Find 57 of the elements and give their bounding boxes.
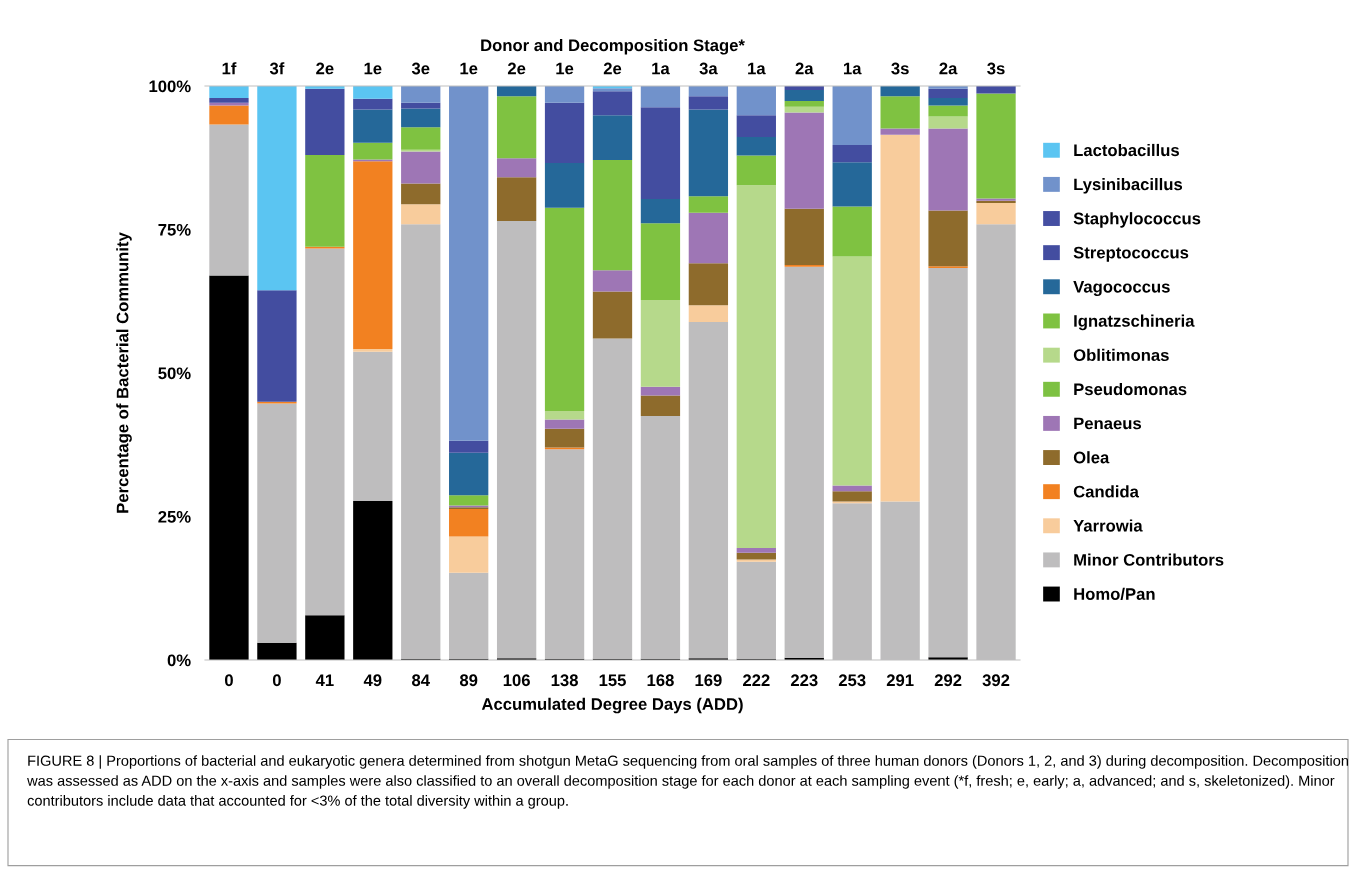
- x-tick-label: 291: [886, 674, 914, 687]
- legend-label: Penaeus: [1074, 417, 1142, 430]
- x-tick-label: 0: [225, 674, 233, 687]
- x-tick-label: 41: [315, 674, 334, 686]
- legend-label: Streptococcus: [1073, 246, 1189, 262]
- x-tick-label: 106: [503, 674, 530, 687]
- y-tick-label: 75%: [158, 223, 191, 236]
- legend-label: Oblitimonas: [1073, 348, 1169, 362]
- x-tick-label: 223: [790, 674, 818, 687]
- x-tick-label: 155: [599, 674, 626, 687]
- x-tick-label: 0: [272, 674, 281, 687]
- text: 3f: [269, 62, 285, 75]
- text: 1a: [843, 62, 862, 75]
- text: 2e: [316, 62, 334, 75]
- text: 1a: [652, 62, 670, 75]
- caption: FIGURE 8 | Proportions of bacterial and eukaryotic genera determined from shotgun MetaG sequencing from oral samples of three human donors (Donors 1, 2, and 3) during decomposition. Decomposition was assessed as ADD on the x-axis and samples were also classified to an overall decomposition stage for each donor at each sampling event (*f, fresh; e, early; a, advanced; and s, skeletonized). Minor contributors include data that accounted for <3% of the total diversity within a group.: [27, 755, 1348, 809]
- x2-axis-title: Donor and Decomposition Stage*: [481, 38, 745, 55]
- legend-label: Lysinibacillus: [1074, 178, 1183, 194]
- text: 3a: [699, 62, 718, 75]
- text: 1f: [222, 62, 237, 75]
- x-tick-label: 138: [551, 674, 578, 687]
- x-tick-label: 84: [412, 674, 430, 687]
- legend-label: Pseudomonas: [1074, 382, 1187, 396]
- text: 1e: [364, 62, 382, 75]
- text: 2e: [507, 62, 526, 75]
- text: 1e: [556, 62, 574, 75]
- text: 2a: [795, 62, 814, 75]
- x-tick-label: 169: [695, 674, 722, 687]
- text: 2e: [603, 62, 622, 75]
- text: 3e: [411, 62, 430, 75]
- y-tick-label: 0%: [167, 654, 191, 667]
- x-tick-label: 292: [934, 674, 962, 687]
- legend-label: Olea: [1073, 451, 1110, 464]
- legend-label: Minor Contributors: [1074, 553, 1224, 566]
- x-tick-label: 89: [459, 674, 478, 687]
- text: 3s: [987, 62, 1005, 75]
- x-axis-title: Accumulated Degree Days (ADD): [481, 697, 743, 714]
- legend-label: Ignatzschineria: [1074, 314, 1195, 331]
- x-tick-label: 392: [982, 674, 1010, 687]
- text: 1a: [748, 62, 766, 75]
- legend-label: Homo/Pan: [1074, 587, 1155, 601]
- y-tick-label: 100%: [149, 80, 191, 93]
- y-tick-label: 25%: [158, 510, 191, 523]
- x-tick-label: 253: [838, 674, 866, 687]
- text: 3s: [891, 62, 909, 75]
- text: 1e: [460, 62, 478, 75]
- x-tick-label: 49: [363, 674, 382, 687]
- legend-label: Lactobacillus: [1074, 143, 1179, 157]
- legend-label: Vagococcus: [1073, 281, 1170, 296]
- x-tick-label: 222: [743, 674, 770, 686]
- legend-label: Yarrowia: [1073, 519, 1143, 532]
- y-tick-label: 50%: [158, 367, 191, 380]
- x-tick-label: 168: [647, 674, 674, 687]
- text: 2a: [939, 62, 958, 75]
- legend-label: Staphylococcus: [1073, 212, 1201, 228]
- legend-label: Candida: [1073, 485, 1139, 498]
- y-axis-title: Percentage of Bacterial Community: [116, 232, 132, 513]
